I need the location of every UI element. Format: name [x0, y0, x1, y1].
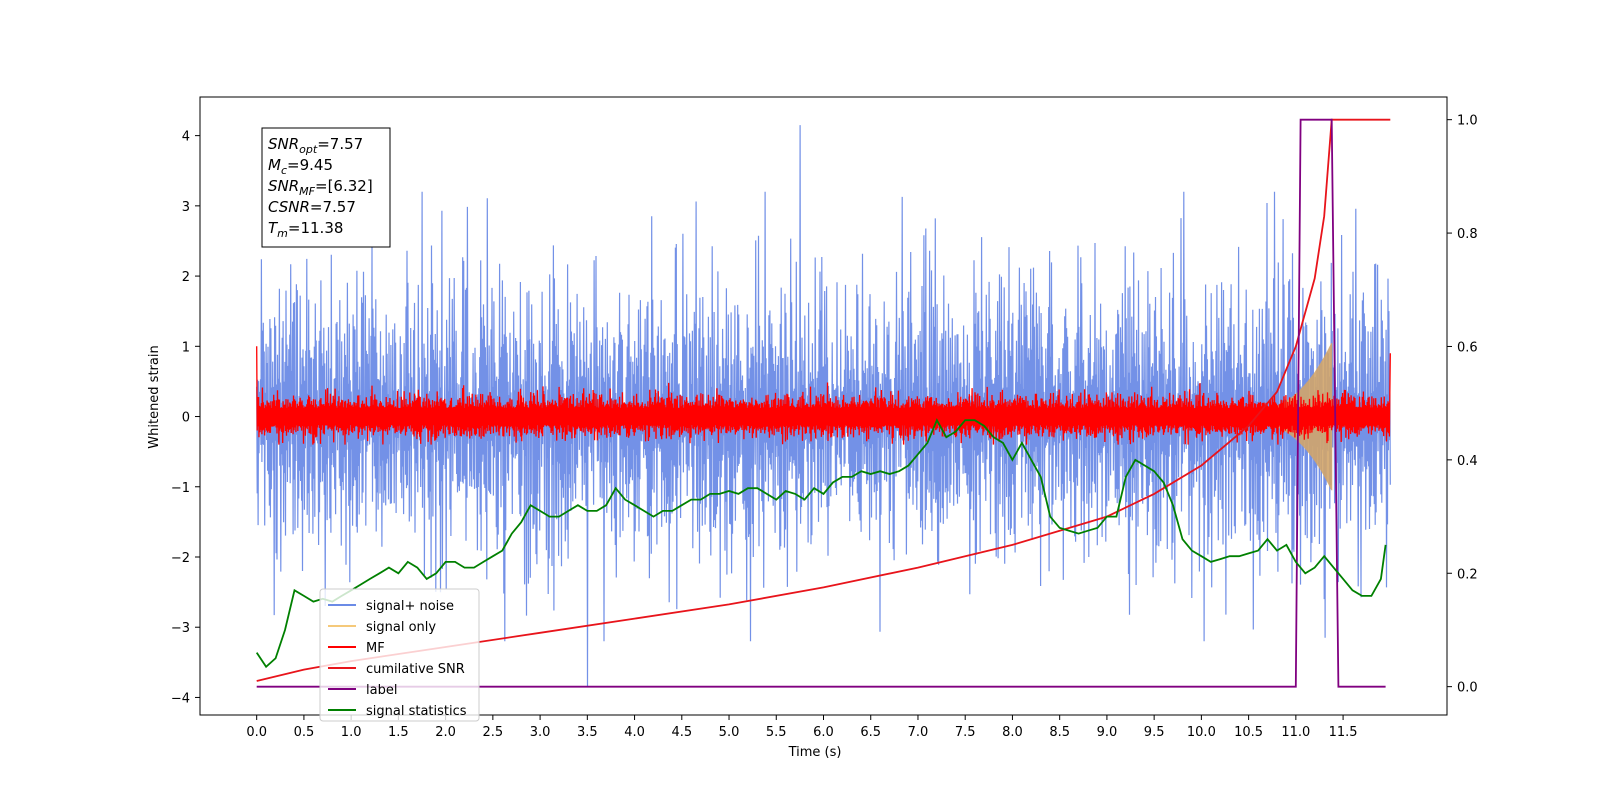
- y-right-tick-label: 0.4: [1457, 454, 1478, 469]
- annotation-line: Tm=11.38: [268, 219, 343, 240]
- y-right-tick-label: 1.0: [1457, 114, 1478, 129]
- annotation-line: Mc=9.45: [268, 156, 333, 177]
- annotation-line: CSNR=7.57: [268, 198, 356, 216]
- y-right-tick-label: 0.2: [1457, 567, 1478, 582]
- x-tick-label: 6.0: [813, 725, 834, 740]
- y-left-tick-label: 1: [182, 340, 190, 355]
- legend-label: label: [366, 683, 397, 698]
- y-axis-label: Whitened strain: [147, 345, 162, 448]
- y-left-tick-label: −1: [171, 481, 190, 496]
- axes-layer: 0.0 0.5 1.0 1.5 2.0 2.5 3.0 3.5 4.0 4.5 5.0 5.5 6.0 6…: [171, 96, 1478, 740]
- x-tick-label: 9.0: [1097, 725, 1118, 740]
- legend-label: cumilative SNR: [366, 662, 465, 677]
- y-right-tick-label: 0.6: [1457, 340, 1478, 355]
- x-tick-label: 1.5: [388, 725, 409, 740]
- y-left-tick-label: 3: [182, 200, 190, 215]
- y-right-tick-label: 0.0: [1457, 681, 1478, 696]
- x-tick-label: 4.5: [671, 725, 692, 740]
- legend-frame: [319, 588, 480, 722]
- x-tick-label: 11.0: [1281, 725, 1310, 740]
- legend-label: signal+ noise: [366, 599, 454, 614]
- x-tick-label: 9.5: [1144, 725, 1165, 740]
- y-left-tick-label: −4: [171, 691, 190, 706]
- legend-label: signal only: [366, 620, 436, 635]
- x-tick-label: 10.5: [1234, 725, 1263, 740]
- x-tick-label: 11.5: [1329, 725, 1358, 740]
- x-tick-label: 7.5: [955, 725, 976, 740]
- x-tick-label: 10.0: [1187, 725, 1216, 740]
- series-mf: [256, 346, 1391, 445]
- y-right-tick-label: 0.8: [1457, 227, 1478, 242]
- y-left-tick-label: 0: [182, 411, 190, 426]
- x-tick-label: 2.0: [435, 725, 456, 740]
- x-tick-label: 6.5: [860, 725, 881, 740]
- x-tick-label: 1.0: [341, 725, 362, 740]
- legend: signal+ noise signal only MF cumilative SNR…: [319, 588, 480, 722]
- series-label: [256, 118, 1386, 688]
- annotation-line: SNRopt=7.57: [268, 135, 363, 156]
- x-tick-label: 0.0: [246, 725, 267, 740]
- x-tick-label: 5.5: [766, 725, 787, 740]
- x-tick-label: 8.5: [1049, 725, 1070, 740]
- x-tick-label: 4.0: [624, 725, 645, 740]
- y-left-tick-label: 4: [182, 130, 190, 145]
- x-axis-label: Time (s): [788, 745, 842, 760]
- y-left-tick-label: −3: [171, 621, 190, 636]
- legend-label: MF: [366, 641, 385, 656]
- x-tick-label: 3.0: [530, 725, 551, 740]
- series-signal-statistics: [255, 418, 1387, 669]
- y-left-tick-label: 2: [182, 270, 190, 285]
- x-tick-label: 0.5: [294, 725, 315, 740]
- x-tick-label: 3.5: [577, 725, 598, 740]
- x-tick-label: 7.0: [908, 725, 929, 740]
- legend-label: signal statistics: [366, 704, 467, 719]
- annotation-frame: [261, 127, 391, 248]
- x-tick-label: 8.0: [1002, 725, 1023, 740]
- annotation-line: SNRMF=[6.32]: [268, 177, 373, 198]
- x-tick-label: 5.0: [719, 725, 740, 740]
- y-left-tick-label: −2: [171, 551, 190, 566]
- x-tick-label: 2.5: [483, 725, 504, 740]
